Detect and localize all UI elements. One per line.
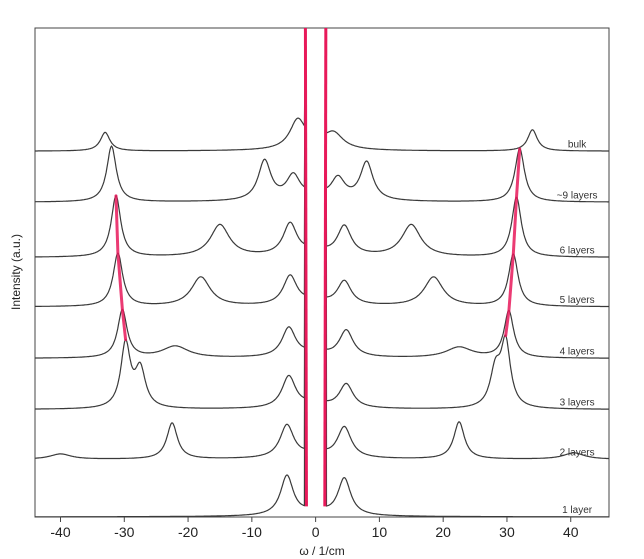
spectrum-trace-right-6 [325, 27, 609, 203]
highlight-ribbon-right [504, 147, 522, 338]
center-line-right [323, 27, 328, 507]
spectrum-trace-left-5 [35, 27, 306, 258]
layer-label: 1 layer [562, 505, 593, 516]
spectrum-trace-left-3 [35, 27, 306, 359]
x-tick-label: -40 [50, 524, 70, 540]
spectrum-trace-right-4 [325, 27, 609, 308]
x-tick-label: 10 [372, 524, 388, 540]
spectrum-trace-left-7 [35, 27, 306, 152]
x-tick-label: 0 [312, 524, 320, 540]
layer-label: bulk [568, 139, 587, 150]
layer-label: ~9 layers [557, 190, 598, 201]
spectrum-trace-right-7 [325, 27, 609, 152]
layer-label: 2 layers [560, 448, 595, 459]
spectrum-trace-left-4 [35, 27, 306, 307]
spectrum-trace-left-1 [35, 27, 306, 460]
spectrum-trace-right-0 [325, 27, 609, 518]
x-axis-title: ω / 1/cm [299, 544, 344, 558]
y-axis-title: Intensity (a.u.) [9, 234, 23, 310]
layer-label: 3 layers [560, 398, 595, 409]
center-line-left [303, 27, 308, 507]
spectrum-trace-right-3 [325, 27, 609, 359]
spectrum-trace-right-1 [325, 27, 609, 460]
spectrum-trace-right-5 [325, 27, 609, 258]
x-tick-label: -10 [242, 524, 262, 540]
x-tick-label: 30 [499, 524, 515, 540]
spectrum-trace-left-6 [34, 27, 306, 203]
x-tick-label: -20 [178, 524, 198, 540]
layer-labels: 1 layer 2 layers 3 layers 4 layers 5 layers 6… [557, 139, 598, 516]
layer-label: 6 layers [560, 246, 595, 257]
x-tick-label: 20 [435, 524, 451, 540]
spectrum-trace-left-0 [35, 27, 306, 518]
x-tick-label: -30 [114, 524, 134, 540]
x-axis: -40 -30 -20 -10 0 10 20 30 40 [50, 517, 579, 540]
spectrum-trace-left-2 [35, 27, 306, 410]
spectra-traces [34, 27, 609, 518]
spectrum-trace-right-2 [325, 27, 609, 410]
x-tick-label: 40 [563, 524, 579, 540]
plot-frame [34, 27, 610, 518]
highlight-ribbon-left [114, 194, 128, 342]
layer-label: 5 layers [560, 295, 595, 306]
layer-label: 4 layers [560, 347, 595, 358]
